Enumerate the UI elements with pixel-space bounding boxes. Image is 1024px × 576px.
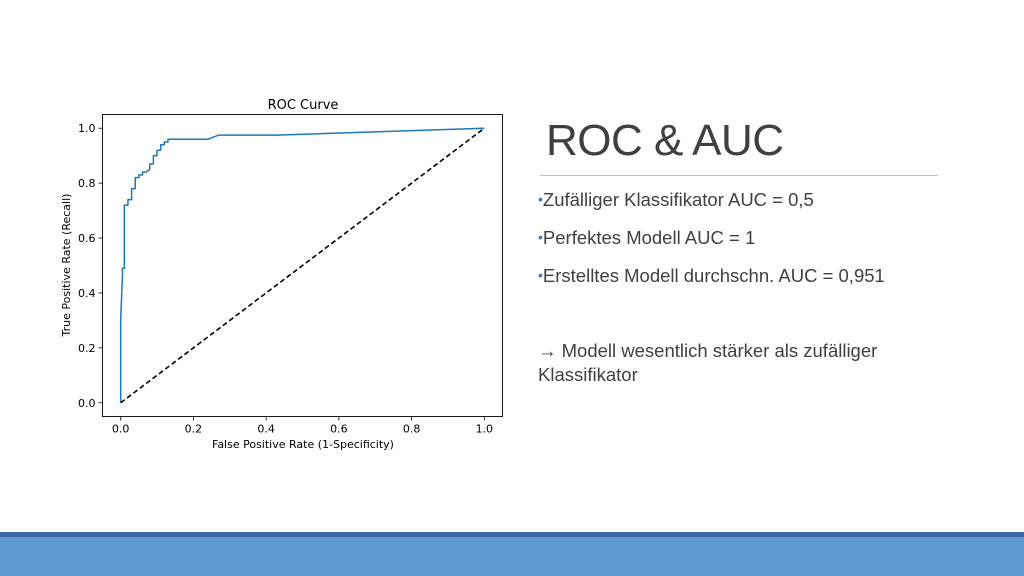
title-divider [540, 175, 938, 176]
conclusion-body: Modell wesentlich stärker als zufälliger… [538, 340, 878, 385]
x-tick-label: 0.6 [330, 423, 348, 436]
bullet-list: •Zufälliger Klassifikator AUC = 0,5 •Per… [538, 187, 885, 301]
roc-chart: ROC Curve 0.0 0.2 0.4 0.6 0.8 1.0 0.00.20.40.… [60, 98, 503, 451]
y-tick-label: 0.8 [78, 177, 96, 190]
x-tick-label: 0.4 [257, 423, 275, 436]
bullet-item: •Perfektes Modell AUC = 1 [538, 225, 885, 263]
x-tick-label: 0.8 [403, 423, 421, 436]
y-tick-label: 0.2 [78, 342, 96, 355]
x-tick-label: 0.2 [185, 423, 203, 436]
bullet-dot-icon: • [538, 229, 543, 245]
bullet-dot-icon: • [538, 267, 543, 283]
footer-accent-line [0, 532, 1024, 537]
x-tick-label: 0.0 [112, 423, 130, 436]
conclusion-text: → Modell wesentlich stärker als zufällig… [538, 339, 938, 387]
y-axis-ticks: 0.0 0.2 0.4 0.6 0.8 1.0 [78, 122, 103, 410]
y-tick-label: 0.6 [78, 232, 96, 245]
bullet-text: Zufälliger Klassifikator AUC = 0,5 [542, 189, 814, 210]
y-tick-label: 1.0 [78, 122, 96, 135]
plot-series [119, 127, 485, 404]
x-axis-ticks: 0.0 0.2 0.4 0.6 0.8 1.0 [112, 416, 494, 436]
y-tick-label: 0.4 [78, 287, 96, 300]
bullet-item: •Erstelltes Modell durchschn. AUC = 0,95… [538, 263, 885, 301]
x-tick-label: 1.0 [476, 423, 494, 436]
arrow-right-icon: → [538, 340, 557, 361]
y-axis-label: True Positive Rate (Recall) [60, 194, 73, 338]
bullet-text: Erstelltes Modell durchschn. AUC = 0,951 [542, 265, 885, 286]
bullet-item: •Zufälliger Klassifikator AUC = 0,5 [538, 187, 885, 225]
y-tick-label: 0.0 [78, 397, 96, 410]
slide-title: ROC & AUC [546, 116, 784, 165]
bullet-dot-icon: • [538, 191, 543, 207]
x-axis-label: False Positive Rate (1-Specificity) [212, 438, 394, 451]
footer-band [0, 537, 1024, 576]
random-classifier-line [120, 127, 485, 404]
roc-curve-line [119, 127, 485, 403]
bullet-text: Perfektes Modell AUC = 1 [542, 227, 756, 248]
chart-title: ROC Curve [268, 98, 339, 113]
